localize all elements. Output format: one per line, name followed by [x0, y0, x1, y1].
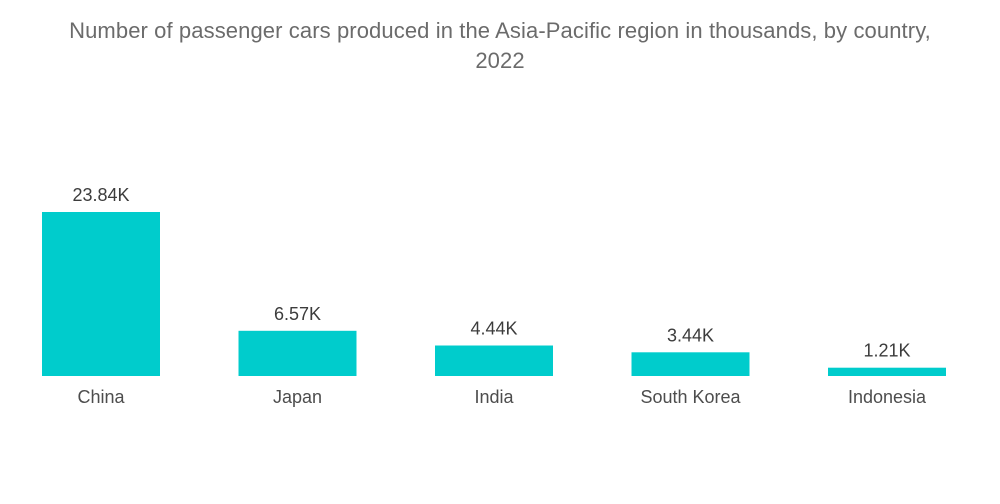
data-label-indonesia: 1.21K	[863, 341, 910, 361]
data-label-japan: 6.57K	[274, 304, 321, 324]
bar-south-korea	[631, 352, 750, 376]
data-label-india: 4.44K	[470, 319, 517, 339]
bar-japan	[238, 330, 357, 376]
chart-title-line-1: Number of passenger cars produced in the…	[69, 18, 931, 43]
bar-china	[42, 212, 160, 376]
bar-indonesia	[828, 367, 946, 376]
x-tick-label-indonesia: Indonesia	[848, 387, 927, 407]
chart-title: Number of passenger cars produced in the…	[0, 16, 1000, 76]
chart-title-line-2: 2022	[475, 48, 525, 73]
data-label-china: 23.84K	[72, 185, 129, 205]
x-tick-label-india: India	[474, 387, 514, 407]
data-label-south-korea: 3.44K	[667, 325, 714, 345]
x-tick-label-south-korea: South Korea	[640, 387, 741, 407]
bar-india	[435, 345, 553, 376]
x-tick-label-china: China	[77, 387, 125, 407]
x-tick-label-japan: Japan	[273, 387, 322, 407]
